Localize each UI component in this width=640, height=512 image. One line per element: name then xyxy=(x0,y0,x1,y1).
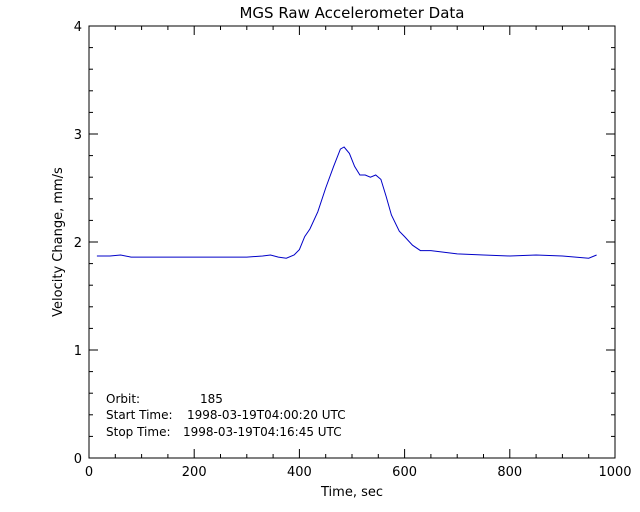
y-tick-label: 4 xyxy=(74,20,82,35)
x-tick-label: 1000 xyxy=(598,465,631,480)
annotation-orbit-value: 185 xyxy=(200,392,223,406)
y-tick-label: 2 xyxy=(74,236,82,251)
x-tick-label: 0 xyxy=(85,465,93,480)
y-tick-label: 3 xyxy=(74,128,82,143)
annotation-stop-value: 1998-03-19T04:16:45 UTC xyxy=(183,425,342,439)
series-line xyxy=(96,146,597,259)
y-axis-label: Velocity Change, mm/s xyxy=(51,167,66,317)
axis-ticks xyxy=(88,25,616,459)
chart-title: MGS Raw Accelerometer Data xyxy=(239,4,464,22)
x-tick-labels: 0 200 400 600 800 1000 xyxy=(85,465,632,480)
y-tick-label: 1 xyxy=(74,344,82,359)
annotation-start-label: Start Time: xyxy=(106,408,173,422)
y-tick-labels: 0 1 2 3 4 xyxy=(74,20,82,467)
annotation-block: Orbit: 185 Start Time: 1998-03-19T04:00:… xyxy=(106,392,346,439)
x-tick-label: 400 xyxy=(287,465,312,480)
x-axis-label: Time, sec xyxy=(320,485,383,500)
plot-frame xyxy=(88,25,616,459)
x-tick-label: 200 xyxy=(182,465,207,480)
annotation-stop-label: Stop Time: xyxy=(106,425,171,439)
x-tick-label: 800 xyxy=(497,465,522,480)
annotation-orbit-label: Orbit: xyxy=(106,392,140,406)
annotation-start-value: 1998-03-19T04:00:20 UTC xyxy=(187,408,346,422)
x-tick-label: 600 xyxy=(392,465,417,480)
y-tick-label: 0 xyxy=(74,452,82,467)
